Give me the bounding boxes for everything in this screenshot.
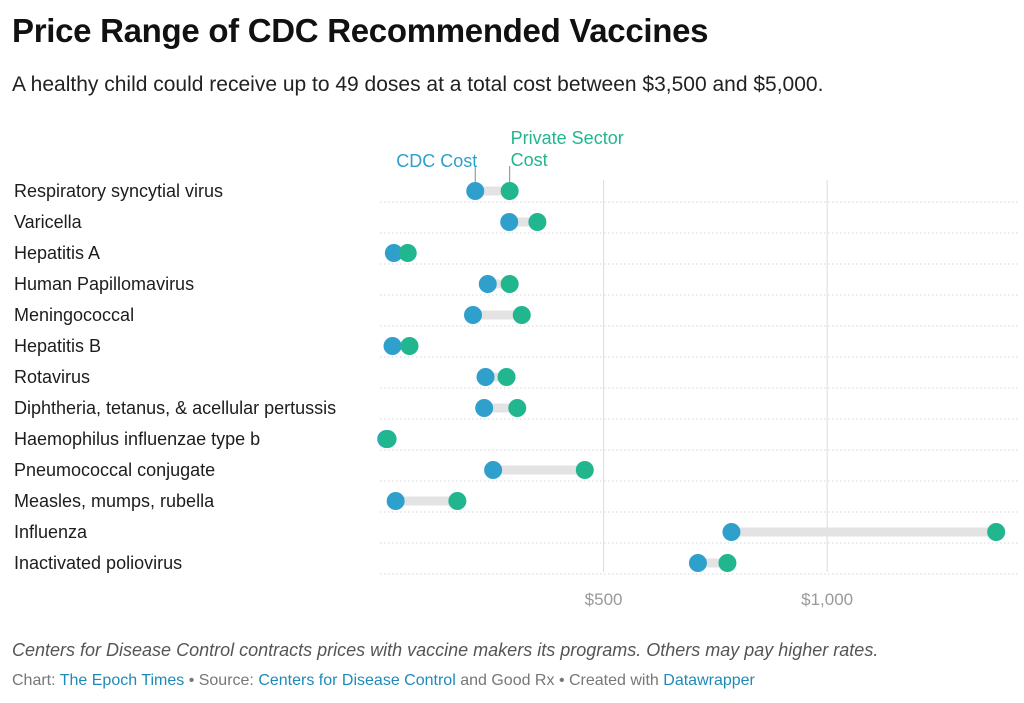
series-annotation-layer: CDC Cost Private Sector Cost xyxy=(396,128,624,182)
row-label-pneumococcal-conjugate: Pneumococcal conjugate xyxy=(14,460,215,480)
dot-layer xyxy=(377,182,1006,572)
row-label-meningococcal: Meningococcal xyxy=(14,305,134,325)
row-label-rotavirus: Rotavirus xyxy=(14,367,90,387)
chart-by-link[interactable]: The Epoch Times xyxy=(59,672,185,689)
chart-title: Price Range of CDC Recommended Vaccines xyxy=(12,12,709,49)
row-label-human-papillomavirus: Human Papillomavirus xyxy=(14,274,194,294)
private-cost-dot-meningococcal xyxy=(512,306,531,324)
row-label-inactivated-poliovirus: Inactivated poliovirus xyxy=(14,553,182,573)
cdc-cost-dot-diphtheria-tetanus-acellular-pertussis xyxy=(475,399,494,417)
private-cost-dot-inactivated-poliovirus xyxy=(718,554,737,572)
source-link[interactable]: Centers for Disease Control xyxy=(258,672,456,689)
row-label-layer: Respiratory syncytial virus Varicella Hepa… xyxy=(14,181,336,573)
cdc-cost-dot-varicella xyxy=(500,213,519,231)
cdc-cost-dot-influenza xyxy=(722,523,741,541)
private-cost-dot-hepatitis-a xyxy=(398,244,417,262)
cdc-cost-dot-measles-mumps-rubella xyxy=(386,492,405,510)
private-cost-dot-varicella xyxy=(528,213,547,231)
private-cost-dot-rotavirus xyxy=(497,368,516,386)
private-cost-dot-hepatitis-b xyxy=(400,337,419,355)
tick-label-layer: $500 $1,000 xyxy=(585,590,853,609)
private-sector-cost-annotation: Private Sector Cost xyxy=(511,128,624,170)
cdc-cost-dot-hepatitis-a xyxy=(384,244,403,262)
created-prefix: • Created with xyxy=(558,672,659,689)
source-join: and Good Rx xyxy=(460,672,555,689)
row-label-hepatitis-a: Hepatitis A xyxy=(14,243,100,263)
cdc-cost-dot-human-papillomavirus xyxy=(478,275,497,293)
private-cost-dot-human-papillomavirus xyxy=(500,275,519,293)
cdc-cost-annotation: CDC Cost xyxy=(396,151,477,171)
cdc-cost-dot-meningococcal xyxy=(464,306,483,324)
row-label-varicella: Varicella xyxy=(14,212,83,232)
row-label-hepatitis-b: Hepatitis B xyxy=(14,336,101,356)
cdc-cost-dot-inactivated-poliovirus xyxy=(688,554,707,572)
row-label-diphtheria-tetanus-acellular-pertussis: Diphtheria, tetanus, & acellular pertuss… xyxy=(14,398,336,418)
private-cost-dot-influenza xyxy=(987,523,1006,541)
cdc-cost-dot-pneumococcal-conjugate xyxy=(484,461,503,479)
byline: Chart: The Epoch Times • Source: Centers… xyxy=(12,672,755,690)
chart-notes: Centers for Disease Control contracts pr… xyxy=(12,640,879,660)
grid-layer xyxy=(380,180,1020,575)
private-cost-dot-measles-mumps-rubella xyxy=(448,492,467,510)
source-prefix: • Source: xyxy=(188,672,254,689)
chart-subtitle: A healthy child could receive up to 49 d… xyxy=(12,73,824,96)
x-tick-label-500: $500 xyxy=(585,590,623,609)
cdc-cost-dot-hepatitis-b xyxy=(383,337,402,355)
row-label-measles-mumps-rubella: Measles, mumps, rubella xyxy=(14,491,215,511)
row-label-influenza: Influenza xyxy=(14,522,88,542)
private-sector-cost-annotation-line-2: Cost xyxy=(511,150,548,170)
private-cost-dot-pneumococcal-conjugate xyxy=(575,461,594,479)
row-label-respiratory-syncytial-virus: Respiratory syncytial virus xyxy=(14,181,223,201)
x-tick-label-1000: $1,000 xyxy=(801,590,853,609)
datawrapper-link[interactable]: Datawrapper xyxy=(663,672,755,689)
range-dot-chart: Respiratory syncytial virus Varicella Hepa… xyxy=(14,128,1020,609)
private-cost-dot-haemophilus-influenzae-type-b xyxy=(378,430,397,448)
cdc-cost-dot-respiratory-syncytial-virus xyxy=(466,182,485,200)
private-cost-dot-diphtheria-tetanus-acellular-pertussis xyxy=(508,399,527,417)
cdc-cost-dot-rotavirus xyxy=(476,368,495,386)
private-cost-dot-respiratory-syncytial-virus xyxy=(500,182,519,200)
chart-prefix: Chart: xyxy=(12,672,56,689)
row-label-haemophilus-influenzae-type-b: Haemophilus influenzae type b xyxy=(14,429,260,449)
private-sector-cost-annotation-line-1: Private Sector xyxy=(511,128,624,148)
